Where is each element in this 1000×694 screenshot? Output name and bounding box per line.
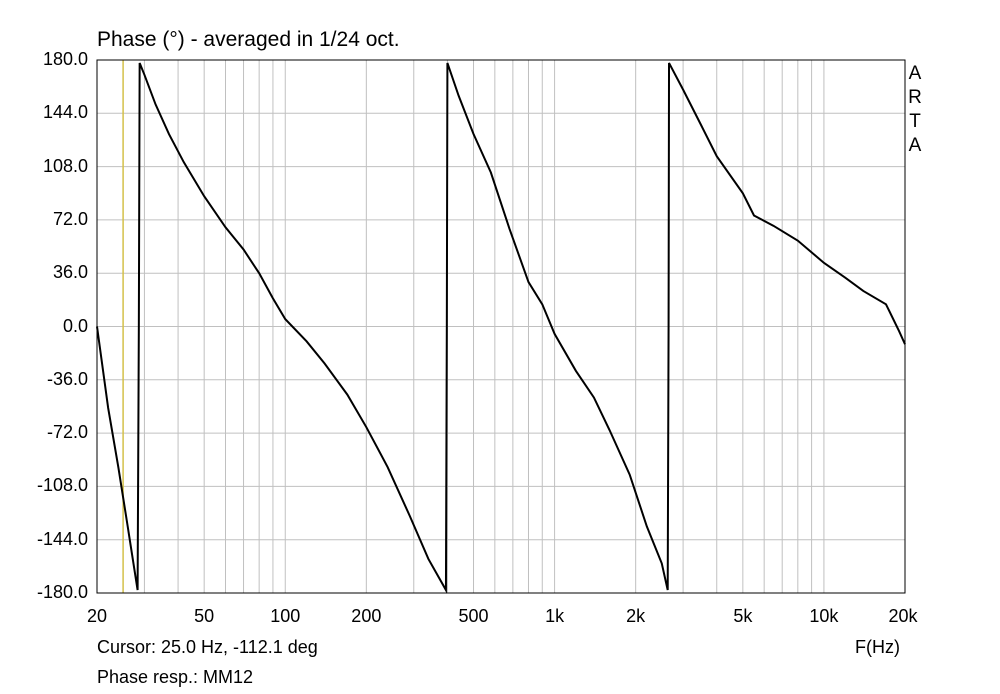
x-tick-label: 5k <box>733 606 753 626</box>
arta-brand: A R T A <box>908 62 922 158</box>
y-tick-label: -180.0 <box>36 582 88 602</box>
brand-letter: A <box>908 63 922 84</box>
phase-series-line <box>96 62 906 594</box>
x-axis-label: F(Hz) <box>855 637 900 657</box>
x-tick-label: 100 <box>270 606 301 626</box>
chart-title: Phase (°) - averaged in 1/24 oct. <box>97 28 400 51</box>
brand-letter: A <box>908 135 922 156</box>
y-tick-label: 36.0 <box>52 262 88 283</box>
x-tick-label: 50 <box>194 606 215 626</box>
y-tick-label: 144.0 <box>42 102 88 123</box>
brand-letter: R <box>908 87 922 108</box>
brand-letter: T <box>909 111 921 132</box>
plot-frame <box>96 59 906 594</box>
x-tick-label: 2k <box>626 606 646 626</box>
y-tick-label: 0.0 <box>62 315 88 336</box>
cursor-readout: Cursor: 25.0 Hz, -112.1 deg <box>97 637 318 657</box>
x-tick-label: 20k <box>888 606 918 626</box>
y-tick-label: -108.0 <box>36 475 88 496</box>
x-tick-label: 10k <box>809 606 839 626</box>
y-tick-label: -36.0 <box>46 368 88 389</box>
x-tick-label: 200 <box>351 606 382 626</box>
y-tick-label: -144.0 <box>36 528 88 549</box>
y-grid-lines <box>97 112 905 541</box>
y-tick-label: 72.0 <box>52 208 88 229</box>
x-tick-label: 1k <box>545 606 565 626</box>
x-tick-label: 500 <box>458 606 489 626</box>
y-tick-label: 180.0 <box>42 49 88 69</box>
x-tick-label: 20 <box>86 606 108 626</box>
response-name: Phase resp.: MM12 <box>97 667 254 687</box>
y-tick-label: 108.0 <box>42 155 88 176</box>
y-tick-label: -72.0 <box>46 422 88 443</box>
